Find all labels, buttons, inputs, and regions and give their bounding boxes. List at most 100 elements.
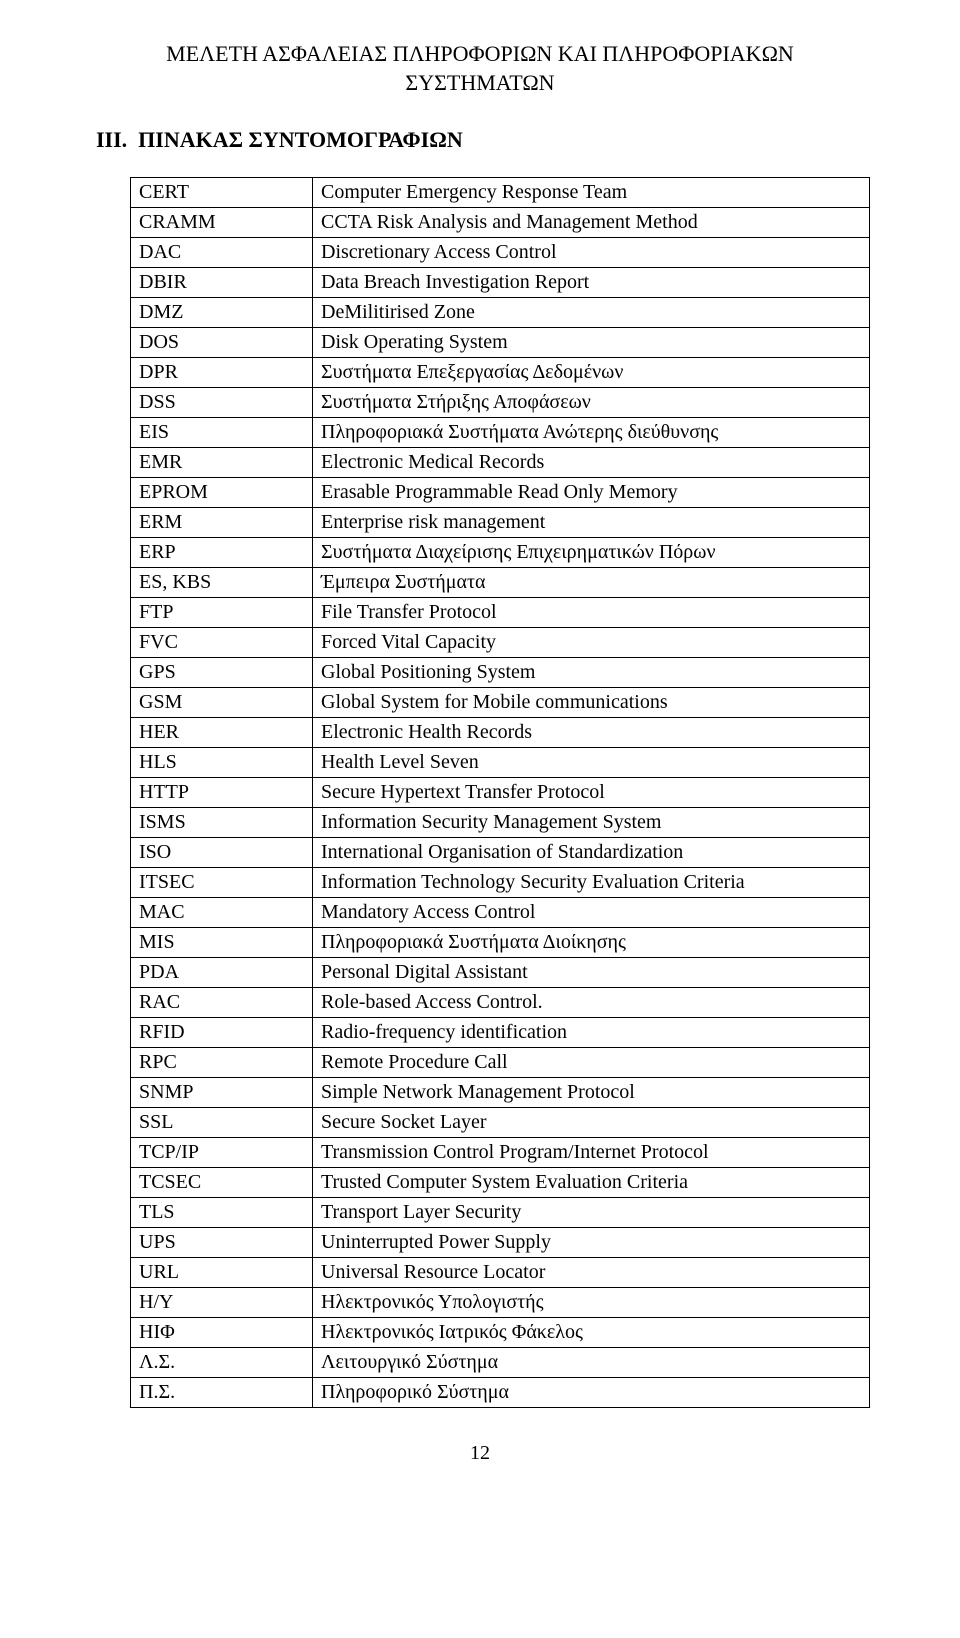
table-row: CERTComputer Emergency Response Team <box>131 178 870 208</box>
table-row: DMZDeMilitirised Zone <box>131 298 870 328</box>
abbr-cell: DMZ <box>131 298 313 328</box>
definition-cell: File Transfer Protocol <box>313 598 870 628</box>
definition-cell: Transmission Control Program/Internet Pr… <box>313 1138 870 1168</box>
table-row: TLSTransport Layer Security <box>131 1198 870 1228</box>
definition-cell: Συστήματα Διαχείρισης Επιχειρηματικών Πό… <box>313 538 870 568</box>
definition-cell: Global Positioning System <box>313 658 870 688</box>
table-row: Η/ΥΗλεκτρονικός Υπολογιστής <box>131 1288 870 1318</box>
abbr-cell: ERM <box>131 508 313 538</box>
table-row: PDAPersonal Digital Assistant <box>131 958 870 988</box>
table-row: UPSUninterrupted Power Supply <box>131 1228 870 1258</box>
table-row: HERElectronic Health Records <box>131 718 870 748</box>
abbr-cell: HTTP <box>131 778 313 808</box>
abbr-cell: Η/Υ <box>131 1288 313 1318</box>
definition-cell: Έμπειρα Συστήματα <box>313 568 870 598</box>
abbr-cell: GPS <box>131 658 313 688</box>
abbr-cell: DAC <box>131 238 313 268</box>
definition-cell: DeMilitirised Zone <box>313 298 870 328</box>
abbreviations-table: CERTComputer Emergency Response TeamCRAM… <box>130 177 870 1408</box>
definition-cell: Πληροφοριακά Συστήματα Διοίκησης <box>313 928 870 958</box>
table-row: HLSHealth Level Seven <box>131 748 870 778</box>
abbr-cell: SSL <box>131 1108 313 1138</box>
definition-cell: Computer Emergency Response Team <box>313 178 870 208</box>
table-row: SNMPSimple Network Management Protocol <box>131 1078 870 1108</box>
definition-cell: Information Security Management System <box>313 808 870 838</box>
abbr-cell: FTP <box>131 598 313 628</box>
table-row: ERPΣυστήματα Διαχείρισης Επιχειρηματικών… <box>131 538 870 568</box>
table-row: FVCForced Vital Capacity <box>131 628 870 658</box>
abbr-cell: URL <box>131 1258 313 1288</box>
abbr-cell: TCSEC <box>131 1168 313 1198</box>
table-row: CRAMMCCTA Risk Analysis and Management M… <box>131 208 870 238</box>
abbr-cell: RFID <box>131 1018 313 1048</box>
abbr-cell: RPC <box>131 1048 313 1078</box>
table-row: EPROMErasable Programmable Read Only Mem… <box>131 478 870 508</box>
table-row: Λ.Σ.Λειτουργικό Σύστημα <box>131 1348 870 1378</box>
definition-cell: Health Level Seven <box>313 748 870 778</box>
table-row: GPSGlobal Positioning System <box>131 658 870 688</box>
table-row: ISOInternational Organisation of Standar… <box>131 838 870 868</box>
definition-cell: Uninterrupted Power Supply <box>313 1228 870 1258</box>
table-row: DACDiscretionary Access Control <box>131 238 870 268</box>
definition-cell: Transport Layer Security <box>313 1198 870 1228</box>
definition-cell: Secure Hypertext Transfer Protocol <box>313 778 870 808</box>
abbr-cell: ΗΙΦ <box>131 1318 313 1348</box>
table-row: DOSDisk Operating System <box>131 328 870 358</box>
table-row: EMRElectronic Medical Records <box>131 448 870 478</box>
abbr-cell: ISMS <box>131 808 313 838</box>
definition-cell: Role-based Access Control. <box>313 988 870 1018</box>
abbr-cell: MIS <box>131 928 313 958</box>
definition-cell: Πληροφοριακά Συστήματα Ανώτερης διεύθυνσ… <box>313 418 870 448</box>
abbr-cell: CERT <box>131 178 313 208</box>
abbr-cell: ERP <box>131 538 313 568</box>
abbr-cell: DSS <box>131 388 313 418</box>
table-row: DBIRData Breach Investigation Report <box>131 268 870 298</box>
definition-cell: Ηλεκτρονικός Υπολογιστής <box>313 1288 870 1318</box>
table-row: EISΠληροφοριακά Συστήματα Ανώτερης διεύθ… <box>131 418 870 448</box>
definition-cell: Discretionary Access Control <box>313 238 870 268</box>
abbr-cell: DPR <box>131 358 313 388</box>
header-line-1: ΜΕΛΕΤΗ ΑΣΦΑΛΕΙΑΣ ΠΛΗΡΟΦΟΡΙΩΝ ΚΑΙ ΠΛΗΡΟΦΟ… <box>166 41 794 66</box>
section-heading: III. ΠΙΝΑΚΑΣ ΣΥΝΤΟΜΟΓΡΑΦΙΩΝ <box>96 127 870 153</box>
abbr-cell: UPS <box>131 1228 313 1258</box>
document-header: ΜΕΛΕΤΗ ΑΣΦΑΛΕΙΑΣ ΠΛΗΡΟΦΟΡΙΩΝ ΚΑΙ ΠΛΗΡΟΦΟ… <box>90 40 870 97</box>
table-row: SSLSecure Socket Layer <box>131 1108 870 1138</box>
abbr-cell: TLS <box>131 1198 313 1228</box>
definition-cell: Secure Socket Layer <box>313 1108 870 1138</box>
definition-cell: Πληροφορικό Σύστημα <box>313 1378 870 1408</box>
table-row: ISMSInformation Security Management Syst… <box>131 808 870 838</box>
definition-cell: Data Breach Investigation Report <box>313 268 870 298</box>
definition-cell: Ηλεκτρονικός Ιατρικός Φάκελος <box>313 1318 870 1348</box>
definition-cell: Universal Resource Locator <box>313 1258 870 1288</box>
table-row: FTPFile Transfer Protocol <box>131 598 870 628</box>
abbr-cell: ES, KBS <box>131 568 313 598</box>
definition-cell: International Organisation of Standardiz… <box>313 838 870 868</box>
abbr-cell: ISO <box>131 838 313 868</box>
definition-cell: Remote Procedure Call <box>313 1048 870 1078</box>
table-row: MISΠληροφοριακά Συστήματα Διοίκησης <box>131 928 870 958</box>
abbr-cell: MAC <box>131 898 313 928</box>
definition-cell: Enterprise risk management <box>313 508 870 538</box>
definition-cell: Trusted Computer System Evaluation Crite… <box>313 1168 870 1198</box>
table-row: Π.Σ.Πληροφορικό Σύστημα <box>131 1378 870 1408</box>
abbr-cell: HLS <box>131 748 313 778</box>
abbr-cell: EPROM <box>131 478 313 508</box>
abbr-cell: HER <box>131 718 313 748</box>
abbr-cell: DOS <box>131 328 313 358</box>
abbr-cell: GSM <box>131 688 313 718</box>
definition-cell: Electronic Medical Records <box>313 448 870 478</box>
definition-cell: Information Technology Security Evaluati… <box>313 868 870 898</box>
table-row: RPCRemote Procedure Call <box>131 1048 870 1078</box>
abbr-cell: DBIR <box>131 268 313 298</box>
table-row: RACRole-based Access Control. <box>131 988 870 1018</box>
definition-cell: Electronic Health Records <box>313 718 870 748</box>
table-row: TCP/IPTransmission Control Program/Inter… <box>131 1138 870 1168</box>
definition-cell: Λειτουργικό Σύστημα <box>313 1348 870 1378</box>
definition-cell: CCTA Risk Analysis and Management Method <box>313 208 870 238</box>
table-row: ΗΙΦΗλεκτρονικός Ιατρικός Φάκελος <box>131 1318 870 1348</box>
table-row: RFIDRadio-frequency identification <box>131 1018 870 1048</box>
table-row: ITSECInformation Technology Security Eva… <box>131 868 870 898</box>
table-row: GSMGlobal System for Mobile communicatio… <box>131 688 870 718</box>
abbr-cell: Λ.Σ. <box>131 1348 313 1378</box>
definition-cell: Συστήματα Επεξεργασίας Δεδομένων <box>313 358 870 388</box>
